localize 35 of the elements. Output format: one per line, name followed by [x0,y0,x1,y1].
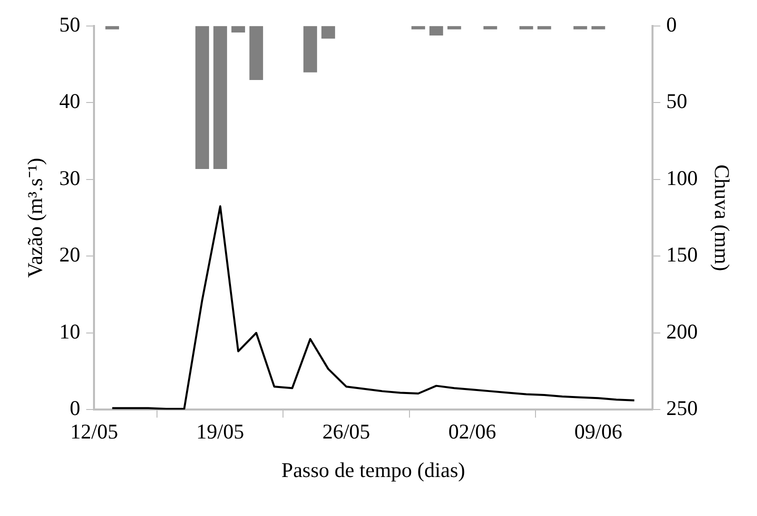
bar [573,26,588,30]
x-tick-label: 12/05 [70,420,118,444]
y2-tick-label: 0 [666,12,677,37]
bar [105,26,120,30]
bar [411,26,426,30]
x-axis-title: Passo de tempo (dias) [281,458,466,482]
y-tick-label: 20 [59,242,80,267]
y2-tick-label: 50 [666,89,688,114]
y2-tick-label: 100 [666,166,698,190]
bar [429,26,444,36]
bar [303,26,318,72]
bar [231,26,246,32]
x-tick-label: 09/06 [574,420,622,444]
bar [195,26,210,170]
y-tick-label: 0 [70,396,80,420]
bar [249,26,264,80]
y2-tick-label: 250 [666,396,698,420]
bar [537,26,552,30]
bar [591,26,606,30]
x-tick-label: 02/06 [448,420,496,444]
bar [483,26,498,30]
y2-axis-title: Chuva (mm) [710,164,734,272]
bar [213,26,228,170]
y-tick-label: 10 [59,319,80,344]
bar [447,26,462,30]
y-axis-title: Vazão (m³.s⁻¹) [23,158,48,278]
x-tick-label: 19/05 [196,420,244,444]
y-tick-label: 40 [59,89,80,114]
y2-tick-label: 200 [666,319,698,344]
x-tick-label: 26/05 [322,420,370,444]
y2-tick-label: 150 [666,242,698,267]
bar [519,26,534,30]
y-tick-label: 50 [59,12,80,37]
y-tick-label: 30 [59,166,80,190]
bar [321,26,336,39]
